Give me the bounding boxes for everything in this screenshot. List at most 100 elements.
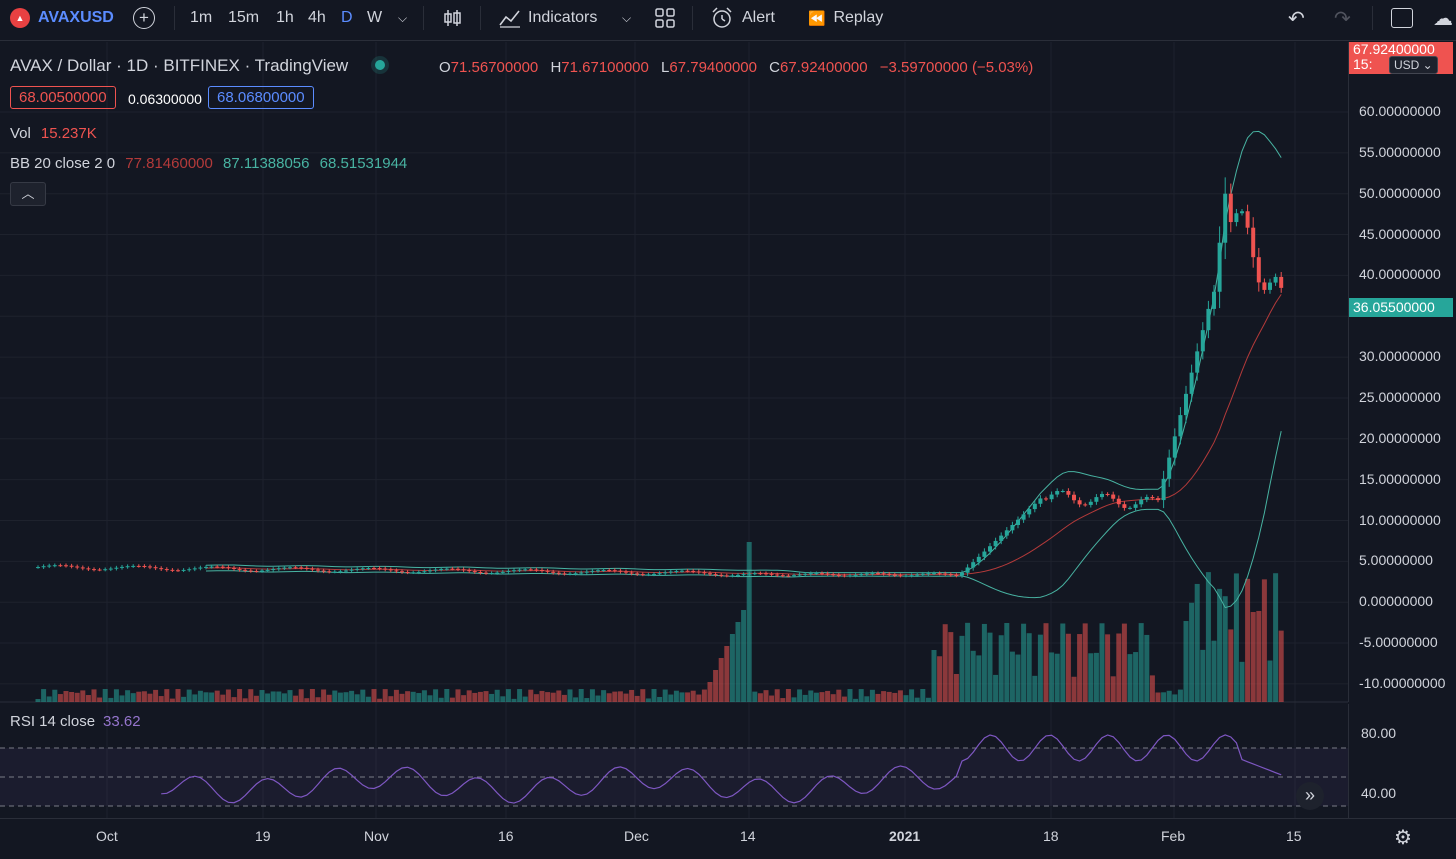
currency-label: USD (1394, 58, 1420, 72)
rsi-label: RSI 14 close (10, 713, 96, 730)
tab-interval-w[interactable]: W (367, 0, 382, 36)
candle-body (310, 568, 315, 570)
volume-bar (914, 697, 920, 702)
candle-body (1262, 282, 1267, 290)
time-label: Dec (624, 828, 649, 844)
volume-bar (1116, 633, 1122, 702)
redo-button[interactable]: ↷ (1334, 0, 1351, 36)
replay-button[interactable]: ⏪ Replay (808, 0, 883, 36)
volume-bar (662, 689, 668, 702)
chart-type-button[interactable] (441, 0, 463, 36)
tab-interval-4h[interactable]: 4h (308, 0, 326, 36)
candle-body (836, 574, 841, 576)
candle-body (517, 569, 522, 571)
price-tick: 45.00000000 (1359, 225, 1441, 242)
tab-interval-1m[interactable]: 1m (190, 0, 212, 36)
volume-bar (763, 690, 769, 702)
candle-body (758, 573, 763, 575)
plus-circle-icon: + (133, 7, 155, 29)
volume-bar (1222, 596, 1228, 702)
price-tick: 60.00000000 (1359, 103, 1441, 119)
double-chevron-right-icon: » (1304, 785, 1315, 805)
volume-bar (774, 689, 780, 702)
scroll-to-realtime-button[interactable]: » (1296, 782, 1324, 810)
candle-body (271, 569, 276, 571)
candle-body (1021, 514, 1026, 520)
time-label: Feb (1161, 828, 1186, 844)
candle-body (545, 570, 550, 572)
volume-bar (186, 689, 192, 702)
candle-body (349, 569, 354, 571)
indicators-button[interactable]: Indicators (498, 0, 597, 36)
price-axis[interactable]: 67.92400000 15: USD ⌄ 36.05500000 60.000… (1348, 42, 1456, 702)
sell-button[interactable]: 68.00500000 (10, 86, 116, 109)
tab-interval-d[interactable]: D (341, 0, 353, 36)
price-chart[interactable] (0, 42, 1348, 818)
candle-body (864, 573, 869, 575)
alert-button[interactable]: Alert (710, 0, 775, 36)
candle-body (713, 574, 718, 576)
candle-body (657, 573, 662, 575)
rsi-axis[interactable]: 80.00 40.00 (1348, 704, 1456, 818)
cloud-save-button[interactable]: ☁ (1433, 0, 1453, 36)
candle-body (260, 570, 264, 572)
candle-body (1116, 498, 1121, 505)
volume-bar (147, 693, 153, 702)
volume-bar (1004, 623, 1010, 702)
candle-body (288, 567, 292, 569)
chevron-up-icon: ︿ (21, 186, 35, 201)
undo-button[interactable]: ↶ (1288, 0, 1305, 36)
volume-bar (371, 689, 377, 702)
volume-bar (1071, 676, 1077, 702)
candle-body (691, 570, 696, 572)
candles-icon (444, 10, 461, 26)
volume-bar (1149, 675, 1155, 702)
volume-bar (578, 689, 584, 702)
buy-button[interactable]: 68.06800000 (208, 86, 314, 109)
volume-bar (1155, 692, 1161, 702)
candle-body (187, 569, 192, 571)
indicators-dropdown[interactable]: ⌵ (622, 0, 631, 36)
tab-interval-1h[interactable]: 1h (276, 0, 294, 36)
layout-button[interactable] (654, 0, 676, 36)
candle-body (685, 570, 690, 572)
collapse-legend-button[interactable]: ︿ (10, 182, 46, 206)
candle-body (792, 575, 796, 577)
candle-body (1139, 499, 1144, 505)
replay-label: Replay (833, 9, 884, 26)
volume-bar (657, 696, 663, 702)
volume-bar (141, 691, 147, 702)
compare-button[interactable]: + (133, 0, 155, 36)
candle-body (747, 573, 752, 575)
volume-bar (679, 692, 685, 702)
volume-bar (1228, 629, 1234, 702)
fullscreen-button[interactable] (1391, 0, 1413, 36)
candle-body (92, 569, 96, 571)
interval-dropdown[interactable]: ⌵ (398, 0, 407, 36)
candle-body (472, 571, 477, 573)
volume-bar (1133, 652, 1139, 702)
symbol-search[interactable]: ▲ AVAXUSD (10, 0, 114, 36)
volume-bar (472, 692, 478, 702)
volume-bar (130, 693, 136, 702)
candle-body (612, 570, 617, 572)
volume-bar (158, 696, 164, 702)
volume-bar (1043, 623, 1049, 702)
volume-legend[interactable]: Vol 15.237K (10, 125, 97, 142)
candle-body (870, 573, 875, 575)
symbol-title[interactable]: AVAX / Dollar · 1D · BITFINEX · TradingV… (10, 56, 349, 75)
bb-legend[interactable]: BB 20 close 2 0 77.81460000 87.11388056 … (10, 155, 407, 172)
volume-bar (405, 691, 411, 702)
candle-body (1004, 530, 1009, 536)
candle-body (937, 573, 942, 575)
settings-gear-icon[interactable]: ⚙ (1394, 827, 1412, 849)
candle-body (1016, 519, 1020, 525)
time-axis[interactable]: Oct 19 Nov 16 Dec 14 2021 18 Feb 15 ⚙ (0, 818, 1456, 859)
candle-body (321, 570, 326, 572)
candle-body (1010, 524, 1015, 531)
tab-interval-15m[interactable]: 15m (228, 0, 259, 36)
rsi-legend[interactable]: RSI 14 close 33.62 (10, 713, 141, 730)
currency-selector[interactable]: USD ⌄ (1389, 56, 1438, 74)
candle-body (1150, 497, 1155, 499)
volume-bar (556, 690, 562, 702)
